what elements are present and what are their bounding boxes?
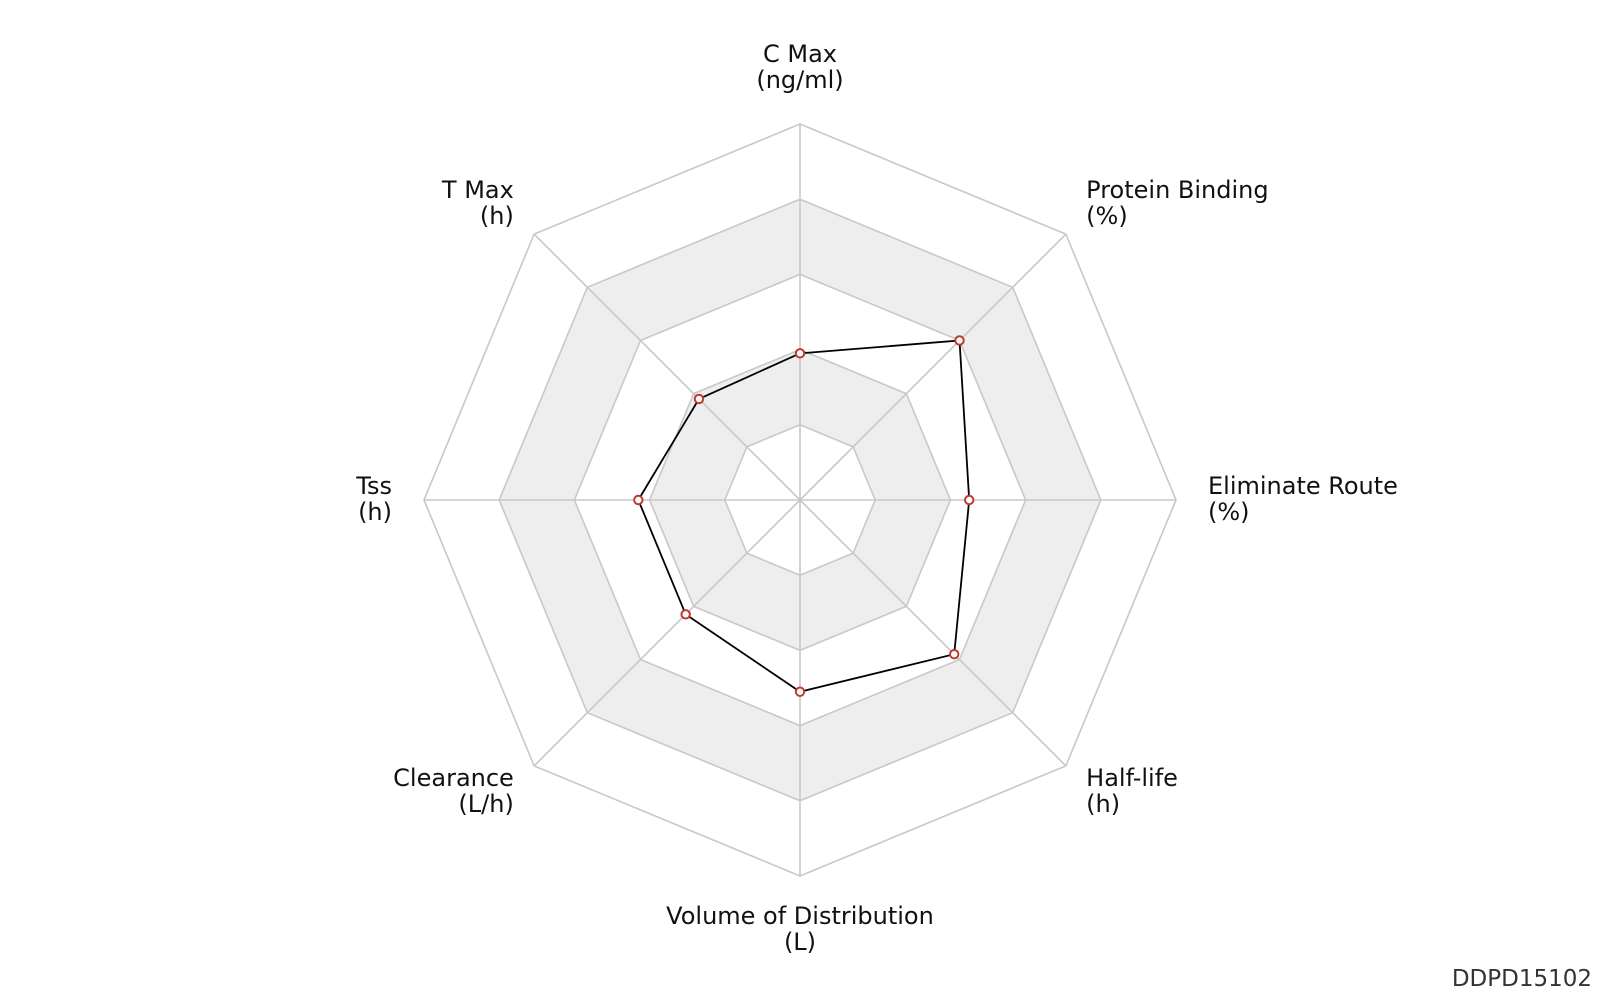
axis-label: C Max (ng/ml) — [756, 40, 843, 94]
radar-spoke — [799, 233, 1067, 501]
data-point — [794, 686, 806, 697]
axis-label-unit: (%) — [1086, 202, 1128, 230]
axis-label-unit: (h) — [358, 498, 392, 526]
data-point — [794, 348, 806, 359]
axis-label: T Max (h) — [441, 176, 514, 230]
axis-label: Tss (h) — [355, 472, 392, 526]
radar-spoke — [533, 499, 801, 767]
axis-label-name: Clearance — [393, 764, 514, 792]
axis-label: Volume of Distribution (L) — [666, 902, 934, 956]
axis-label: Half-life (h) — [1086, 764, 1178, 818]
data-point — [693, 393, 705, 405]
axis-label: Protein Binding (%) — [1086, 176, 1268, 230]
axis-label-name: C Max — [763, 40, 837, 68]
radar-spoke — [533, 233, 801, 501]
axis-label-name: T Max — [441, 176, 514, 204]
axis-label-name: Eliminate Route — [1208, 472, 1398, 500]
axis-label-unit: (h) — [1086, 790, 1120, 818]
axis-label-name: Volume of Distribution — [666, 902, 934, 930]
axis-label-unit: (L) — [784, 928, 816, 956]
axis-label-name: Half-life — [1086, 764, 1178, 792]
data-point — [964, 494, 975, 506]
axis-label-unit: (%) — [1208, 498, 1250, 526]
radar-series — [633, 335, 975, 697]
data-point — [633, 494, 644, 506]
axis-label: Eliminate Route (%) — [1208, 472, 1398, 526]
radar-spoke — [799, 499, 1067, 767]
radar-grid — [423, 123, 1177, 877]
data-point — [949, 649, 960, 660]
data-point — [680, 609, 691, 620]
axis-label-name: Tss — [355, 472, 392, 500]
axis-label-name: Protein Binding — [1086, 176, 1268, 204]
data-point — [954, 335, 965, 346]
chart-id: DDPD15102 — [1451, 966, 1592, 992]
axis-label: Clearance (L/h) — [393, 764, 514, 818]
axis-label-unit: (ng/ml) — [756, 66, 843, 94]
axis-labels: C Max (ng/ml)Protein Binding (%)Eliminate … — [355, 40, 1398, 956]
axis-label-unit: (h) — [480, 202, 514, 230]
axis-label-unit: (L/h) — [458, 790, 513, 818]
